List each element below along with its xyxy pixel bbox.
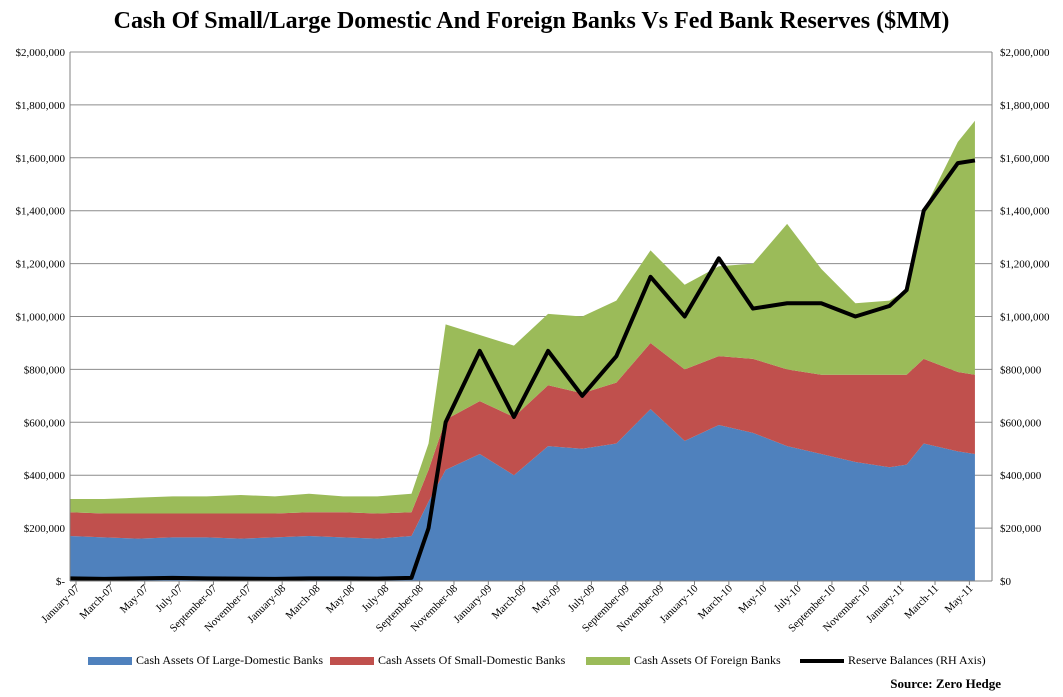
x-tick-label: March-08 — [283, 582, 323, 622]
legend-item-reserves: Reserve Balances (RH Axis) — [800, 653, 986, 668]
y-tick-label-right: $600,000 — [1000, 417, 1042, 429]
x-tick-label: July-07 — [153, 582, 185, 614]
legend-label-foreign: Cash Assets Of Foreign Banks — [634, 653, 781, 667]
legend-label-reserves: Reserve Balances (RH Axis) — [848, 653, 986, 667]
x-tick-label: May-07 — [118, 582, 151, 615]
legend-swatch-reserves — [800, 659, 844, 664]
y-tick-label-left: $1,600,000 — [16, 153, 66, 165]
y-tick-label-right: $1,400,000 — [1000, 206, 1050, 218]
legend-item-foreign: Cash Assets Of Foreign Banks — [586, 653, 781, 668]
source-note: Source: Zero Hedge — [890, 676, 1001, 691]
x-tick-label: January-11 — [864, 583, 907, 626]
y-tick-label-right: $1,600,000 — [1000, 153, 1050, 165]
legend-item-large-domestic: Cash Assets Of Large-Domestic Banks — [88, 653, 323, 668]
y-tick-label-right: $1,800,000 — [1000, 100, 1050, 112]
y-tick-label-left: $800,000 — [24, 364, 66, 376]
y-tick-label-right: $1,200,000 — [1000, 259, 1050, 271]
x-tick-label: May-10 — [736, 582, 769, 615]
x-tick-label: March-11 — [902, 583, 941, 622]
y-tick-label-right: $2,000,000 — [1000, 47, 1050, 59]
x-tick-label: March-09 — [490, 582, 530, 622]
x-tick-label: May-11 — [943, 583, 976, 616]
legend-label-small-domestic: Cash Assets Of Small-Domestic Banks — [378, 653, 566, 667]
y-tick-label-left: $1,000,000 — [16, 312, 66, 324]
area-small-domestic — [70, 342, 975, 539]
x-tick-label: May-09 — [530, 582, 563, 615]
y-tick-label-left: $2,000,000 — [16, 47, 66, 59]
x-tick-label: July-08 — [360, 582, 392, 614]
y-tick-label-right: $400,000 — [1000, 470, 1042, 482]
x-tick-label: January-09 — [451, 582, 494, 625]
y-tick-label-left: $600,000 — [24, 417, 66, 429]
legend-swatch-foreign — [586, 657, 630, 666]
x-tick-label: May-08 — [324, 582, 357, 615]
x-tick-label: January-08 — [245, 582, 288, 625]
y-tick-label-left: $1,200,000 — [16, 259, 66, 271]
reserve-balances-line — [69, 158, 976, 581]
y-tick-label-left: $200,000 — [24, 523, 66, 535]
legend-swatch-small-domestic — [330, 657, 374, 666]
x-tick-label: January-10 — [658, 582, 701, 625]
legend-label-large-domestic: Cash Assets Of Large-Domestic Banks — [136, 653, 324, 667]
area-large-domestic — [70, 409, 975, 581]
legend-item-small-domestic: Cash Assets Of Small-Domestic Banks — [330, 653, 565, 668]
y-tick-label-left: $1,800,000 — [16, 100, 66, 112]
y-tick-label-right: $800,000 — [1000, 364, 1042, 376]
x-tick-label: July-09 — [566, 582, 598, 614]
y-tick-label-left: $- — [56, 576, 66, 588]
area-foreign — [70, 120, 975, 514]
y-tick-label-right: $200,000 — [1000, 523, 1042, 535]
x-tick-label: July-10 — [772, 582, 804, 614]
y-tick-label-left: $400,000 — [24, 470, 66, 482]
chart-title: Cash Of Small/Large Domestic And Foreign… — [113, 8, 950, 34]
y-tick-label-left: $1,400,000 — [16, 206, 66, 218]
y-tick-label-right: $0 — [1000, 576, 1012, 588]
legend-swatch-large-domestic — [88, 657, 132, 666]
x-tick-label: March-07 — [77, 582, 117, 622]
x-tick-label: March-10 — [696, 582, 736, 622]
x-tick-label: January-07 — [39, 582, 82, 625]
y-tick-label-right: $1,000,000 — [1000, 312, 1050, 324]
